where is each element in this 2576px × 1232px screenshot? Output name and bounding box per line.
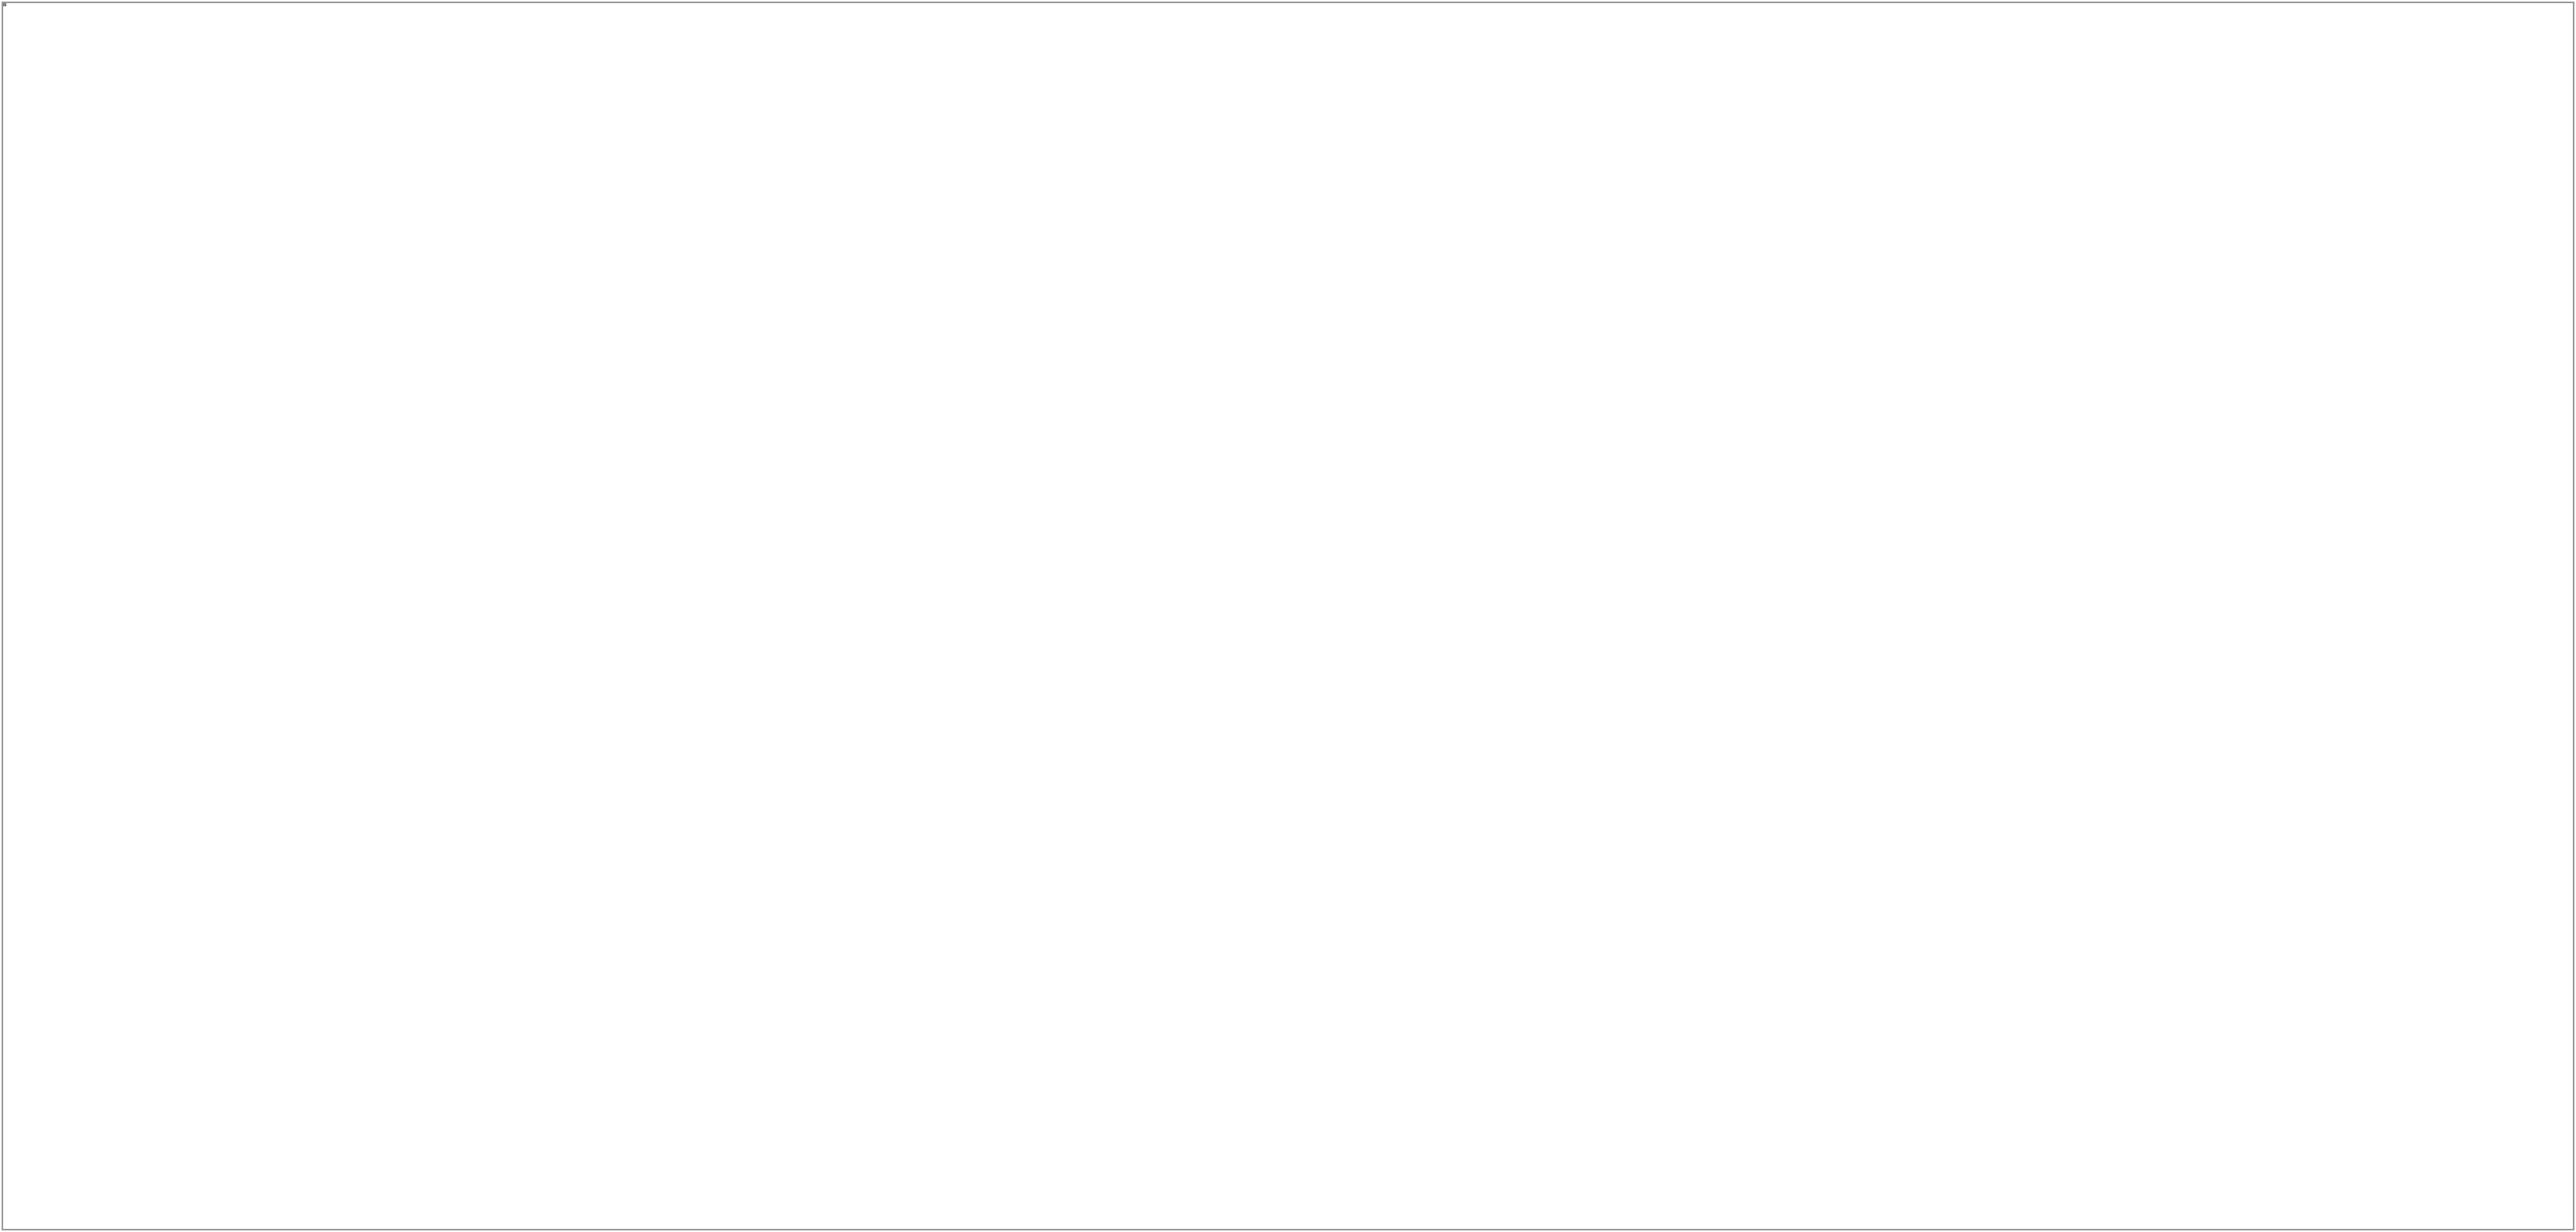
plot-area: [3, 3, 6, 6]
data-line-layer: [3, 3, 240, 121]
